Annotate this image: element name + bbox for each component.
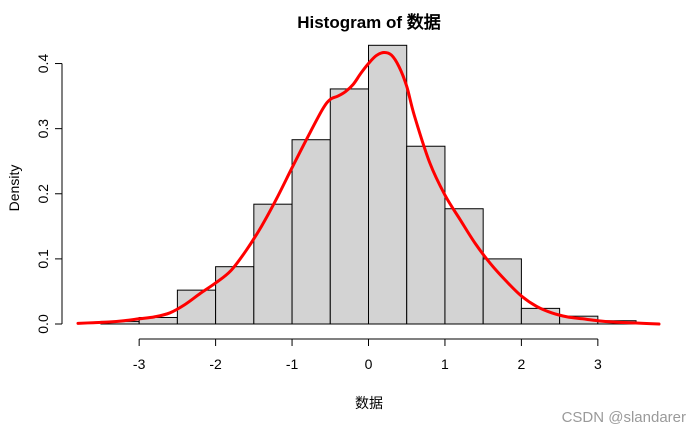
histogram-bar-9: [406, 145, 446, 325]
histogram-bar-5: [253, 203, 293, 325]
x-tick-label: -3: [133, 356, 146, 372]
y-tick-label: 0.2: [35, 184, 51, 204]
histogram-bar-4: [215, 266, 255, 325]
x-tick-label: 2: [517, 356, 525, 372]
y-tick-label: 0.1: [35, 249, 51, 269]
y-axis-label: Density: [6, 165, 22, 212]
x-tick-label: 3: [594, 356, 602, 372]
y-tick-label: 0.3: [35, 119, 51, 139]
x-axis-label: 数据: [355, 395, 383, 411]
y-tick-label: 0.0: [35, 314, 51, 334]
x-tick-label: 0: [365, 356, 373, 372]
density-curve: [76, 50, 661, 326]
x-tick-label: -1: [286, 356, 299, 372]
histogram-bar-6: [291, 139, 331, 325]
chart-title: Histogram of 数据: [297, 12, 441, 32]
y-tick-label: 0.4: [35, 54, 51, 74]
histogram-bar-7: [329, 88, 369, 325]
bars-group: [100, 44, 637, 325]
x-tick-label: 1: [441, 356, 449, 372]
x-axis: -3 -2 -1 0 1 2 3: [133, 338, 602, 372]
y-axis: 0.0 0.1 0.2 0.3 0.4: [35, 54, 63, 334]
x-tick-label: -2: [209, 356, 222, 372]
watermark: CSDN @slandarer: [561, 409, 686, 426]
histogram-bar-12: [520, 307, 561, 325]
histogram-bar-8: [368, 44, 408, 325]
